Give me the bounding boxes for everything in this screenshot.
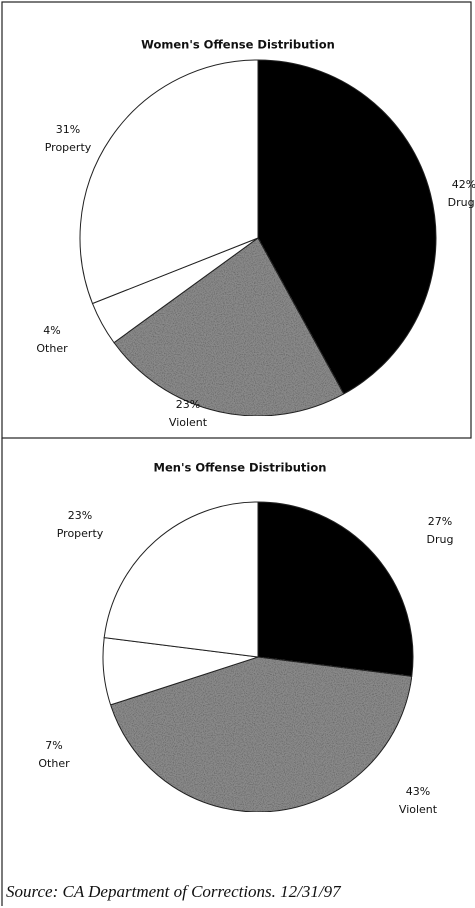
panel-frame xyxy=(1,1,472,439)
pie-slice xyxy=(113,237,345,417)
category-label: Violent xyxy=(399,803,438,816)
category-label: Property xyxy=(45,141,92,154)
pie-slice xyxy=(109,656,413,813)
data-label: 7% xyxy=(45,739,62,752)
data-label: 43% xyxy=(406,785,430,798)
source-note: Source: CA Department of Corrections. 12… xyxy=(6,882,342,901)
category-label: Other xyxy=(36,342,68,355)
pie-slice xyxy=(103,501,259,658)
data-label: 23% xyxy=(68,509,92,522)
data-label: 31% xyxy=(56,123,80,136)
category-label: Drug xyxy=(427,533,454,546)
data-label: 23% xyxy=(176,398,200,411)
pie-slice xyxy=(257,59,437,395)
pie-slice xyxy=(257,501,414,677)
chart-title: Women's Offense Distribution xyxy=(141,38,335,52)
data-label: 27% xyxy=(428,515,452,528)
chart-title: Men's Offense Distribution xyxy=(154,461,327,475)
category-label: Other xyxy=(38,757,70,770)
pie-slice xyxy=(79,59,259,305)
category-label: Property xyxy=(57,527,104,540)
category-label: Drugs xyxy=(448,196,475,209)
category-label: Violent xyxy=(169,416,208,429)
data-label: 42% xyxy=(452,178,475,191)
data-label: 4% xyxy=(43,324,60,337)
